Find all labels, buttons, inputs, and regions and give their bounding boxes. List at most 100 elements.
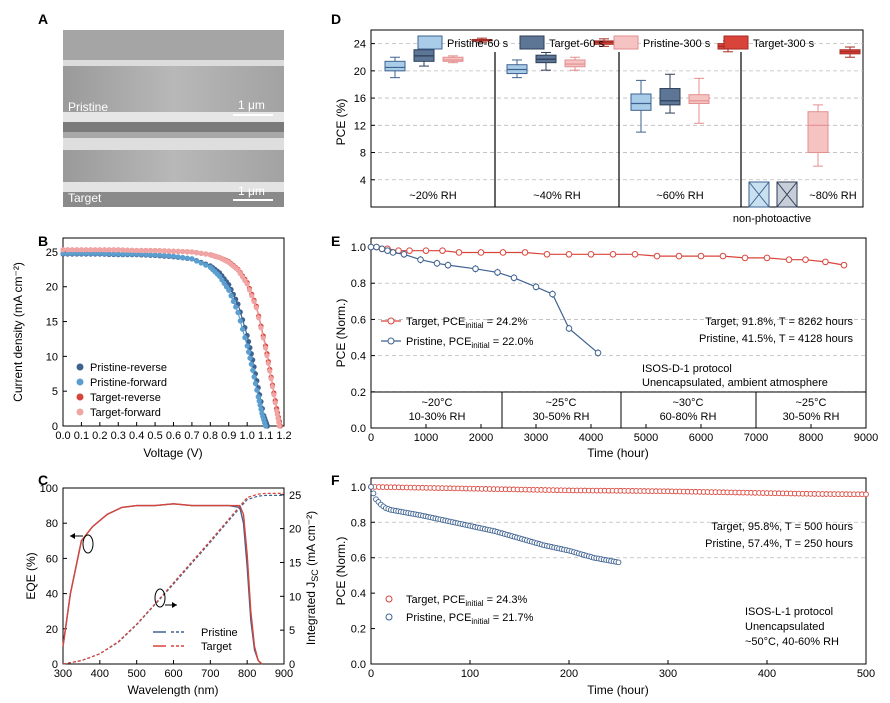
jv-point (203, 262, 209, 268)
jv-point (152, 247, 158, 254)
jv-point (275, 415, 281, 421)
legend-item: Pristine-300 s (643, 38, 711, 50)
x-tick-label: 0.8 (203, 430, 218, 442)
jv-point (248, 361, 254, 367)
jv-point (60, 247, 66, 253)
eqe-curve-target (62, 503, 263, 665)
jv-point (239, 326, 246, 332)
stability-point (609, 250, 617, 258)
jv-point (249, 293, 255, 299)
x-tick-label: 1.2 (276, 430, 291, 442)
jv-point (260, 335, 266, 341)
climate-rh: 30-50% RH (533, 411, 590, 423)
f-result-pristine: Pristine, 57.4%, T = 250 hours (705, 538, 853, 550)
e-series (367, 243, 848, 357)
x-tick-label: 700 (201, 668, 219, 680)
box (384, 60, 406, 72)
x-tick-label: 600 (164, 668, 182, 680)
jv-point (170, 248, 177, 254)
jv-point (226, 287, 232, 293)
legend-item: Target, PCEinitial = 24.3% (406, 594, 527, 608)
jv-point (262, 345, 269, 351)
jv-point (189, 256, 195, 262)
y-tick-label: 20 (46, 282, 58, 294)
jv-point (124, 251, 131, 257)
y-tick-label: 0 (52, 659, 58, 671)
jv-point (65, 247, 71, 253)
jv-point (166, 253, 172, 259)
jv-point (233, 304, 239, 310)
stability-point (565, 250, 573, 258)
jv-point (152, 252, 158, 258)
group-label: ~40% RH (533, 190, 580, 202)
x-tick-label: 8000 (799, 432, 823, 444)
jv-point (254, 387, 260, 393)
x-tick-label: 0.1 (74, 430, 89, 442)
y-tick-label: 4 (360, 175, 366, 187)
stability-point (499, 249, 507, 256)
x-tick-label: 300 (54, 668, 72, 680)
box (442, 56, 464, 62)
panel-c: C 300 400 500 600 700 800 900 0 20 40 60 80 100 0 5 1… (24, 472, 320, 697)
jv-point (271, 392, 277, 398)
jv-point (111, 251, 117, 257)
x-tick-label: 0.2 (92, 430, 107, 442)
x-tick-label: 0 (368, 668, 374, 680)
jv-point (235, 309, 241, 316)
y-tick-label: 0.4 (351, 351, 366, 363)
jv-point (244, 343, 250, 349)
stability-point (587, 250, 595, 258)
legend-marker (76, 393, 84, 401)
scale-label-bottom: 1 μm (238, 184, 265, 198)
jv-point (274, 411, 280, 418)
legend-item: Target-300 s (753, 38, 815, 50)
x-tick-label: 100 (461, 668, 479, 680)
jv-point (253, 305, 259, 311)
x-tick-label: 800 (238, 668, 256, 680)
stability-point (822, 258, 829, 266)
non-photoactive-note: non-photoactive (733, 213, 811, 225)
group-label: ~60% RH (656, 190, 703, 202)
panel-e-letter: E (331, 233, 340, 249)
jv-point (258, 406, 264, 412)
jv-point (120, 251, 126, 257)
x-tick-label: 7000 (744, 432, 768, 444)
legend-marker (76, 363, 84, 371)
jv-point (88, 247, 94, 253)
jv-point (115, 251, 121, 257)
jv-point (198, 260, 204, 266)
stability-point (863, 491, 869, 498)
eqe-axis-marker (82, 534, 94, 554)
jv-point (129, 251, 135, 257)
non-photoactive-marker (748, 181, 798, 208)
legend-item: Target (201, 641, 232, 653)
stability-point (521, 249, 529, 256)
jv-point (252, 380, 259, 387)
e-y-label: PCE (Norm.) (334, 299, 348, 368)
jv-point (157, 248, 163, 254)
jv-point (267, 368, 273, 374)
jv-point (276, 419, 282, 425)
x-tick-label: 0.6 (166, 430, 181, 442)
jv-point (83, 247, 89, 253)
y-tick-label: 25 (46, 247, 58, 259)
jv-point (106, 247, 112, 253)
jv-point (138, 251, 144, 257)
x-tick-label: 0 (368, 432, 374, 444)
y-tick-label: 25 (289, 490, 301, 502)
b-y-label: Current density (mA cm⁻²) (11, 262, 25, 402)
stability-point (653, 252, 661, 260)
jv-point (143, 251, 149, 257)
y-tick-label: 15 (46, 317, 58, 329)
jv-point (257, 402, 263, 408)
climate-bar: ~20°C 10-30% RH ~25°C 30-50% RH ~30°C 60… (371, 391, 866, 428)
climate-rh: 60-80% RH (660, 411, 717, 423)
jsc-curve-target (62, 492, 284, 665)
jv-point (247, 355, 253, 361)
jv-point (269, 384, 276, 390)
jv-point (184, 249, 190, 255)
x-tick-label: 6000 (689, 432, 713, 444)
d-y-ticks: 4 8 12 16 20 24 (354, 39, 375, 187)
box (630, 93, 652, 111)
y-tick-label: 20 (46, 624, 58, 636)
